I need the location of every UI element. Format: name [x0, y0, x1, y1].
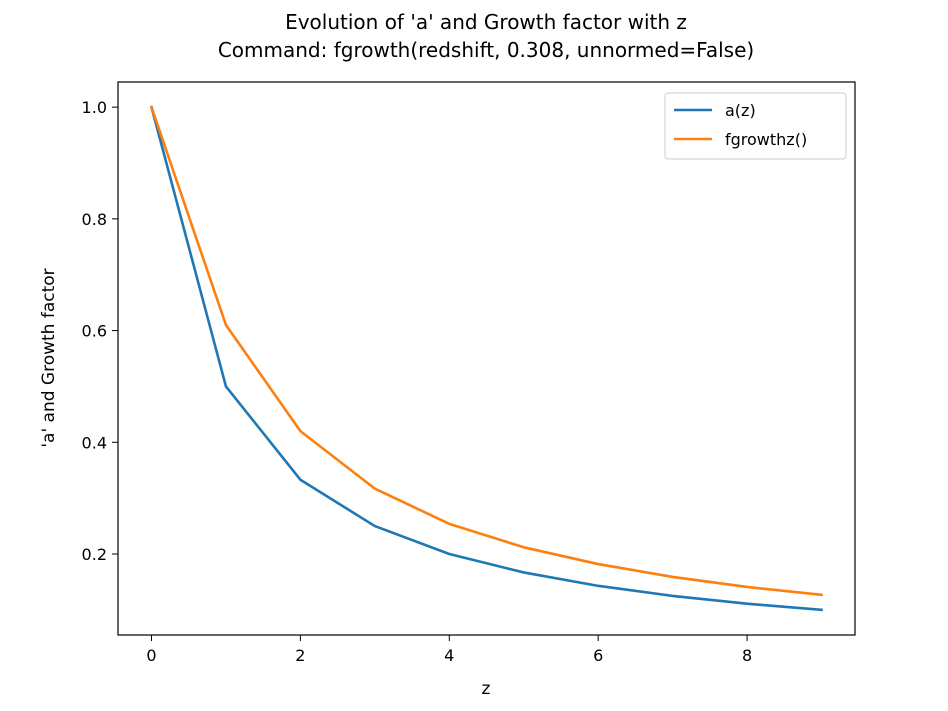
x-tick-label: 0	[146, 646, 156, 665]
y-tick-label: 0.8	[82, 210, 107, 229]
y-tick-label: 1.0	[82, 98, 107, 117]
x-axis-label: z	[482, 679, 491, 699]
plot-frame	[117, 81, 856, 636]
x-tick-label: 8	[742, 646, 752, 665]
y-tick-label: 0.4	[82, 433, 107, 452]
legend-label: fgrowthz()	[725, 130, 807, 149]
x-tick-label: 6	[593, 646, 603, 665]
plot-layer: 0 2 4 6 8 0.2 0.4 0.6 0.8 1.0 a(z) fgrowthz()	[82, 92, 847, 665]
y-tick-label: 0.6	[82, 322, 107, 341]
legend-label: a(z)	[725, 101, 756, 120]
series-line-0	[149, 105, 823, 612]
y-tick-label: 0.2	[82, 545, 107, 564]
y-axis-label: 'a' and Growth factor	[39, 268, 59, 447]
chart-title: Evolution of 'a' and Growth factor with …	[285, 10, 687, 34]
series-line-1	[149, 105, 823, 597]
x-tick-label: 2	[295, 646, 305, 665]
x-tick-label: 4	[444, 646, 454, 665]
chart-subtitle: Command: fgrowth(redshift, 0.308, unnorm…	[218, 38, 754, 62]
